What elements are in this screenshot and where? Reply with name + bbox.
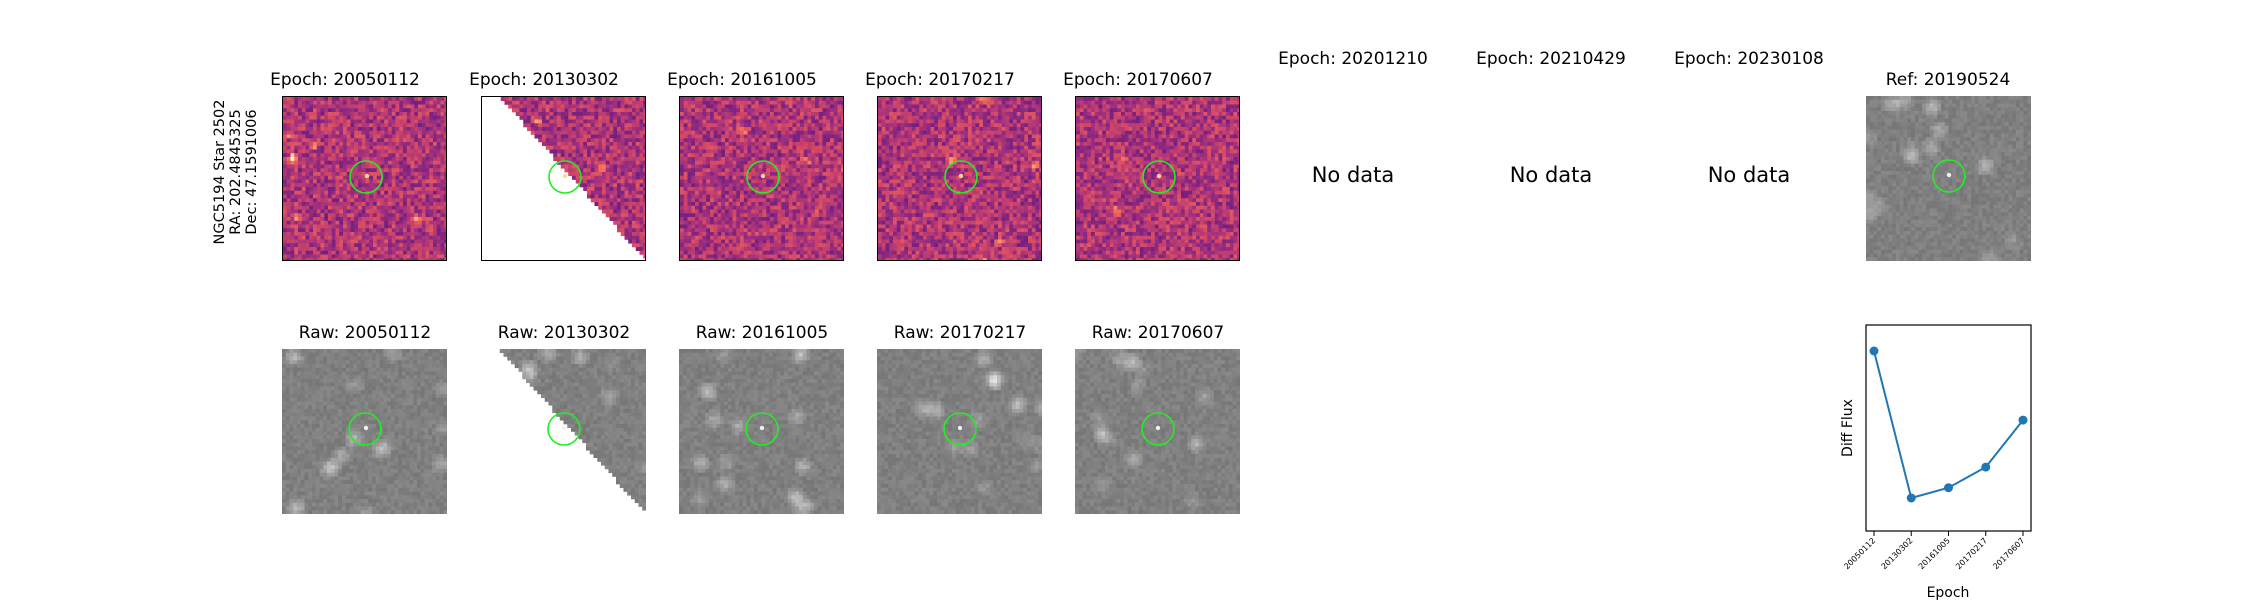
raw-image-20170607 bbox=[1075, 349, 1240, 514]
x-tick-label: 20170217 bbox=[1954, 536, 1989, 571]
raw-image-20161005 bbox=[679, 349, 844, 514]
flux-point bbox=[2019, 416, 2028, 425]
x-tick-label: 20170607 bbox=[1991, 536, 2026, 571]
star-name: NGC5194 Star 2502 bbox=[212, 100, 228, 245]
no-data-20230108: No data bbox=[1599, 163, 1899, 187]
raw-image-20130302 bbox=[481, 349, 646, 514]
diff-title-8: Epoch: 20230108 bbox=[1599, 49, 1899, 69]
star-dec: Dec: 47.1591006 bbox=[244, 100, 260, 245]
diff-image-20130302 bbox=[481, 96, 646, 261]
star-ra: RA: 202.4845325 bbox=[228, 100, 244, 245]
y-axis-label: Diff Flux bbox=[1840, 399, 1856, 457]
x-tick-label: 20161005 bbox=[1917, 536, 1952, 571]
flux-point bbox=[1944, 483, 1953, 492]
raw-image-20170217 bbox=[877, 349, 1042, 514]
raw-image-20050112 bbox=[282, 349, 447, 514]
x-tick-label: 20050112 bbox=[1842, 536, 1877, 571]
x-axis-label: Epoch bbox=[1927, 585, 1970, 601]
ref-image-20190524 bbox=[1866, 96, 2031, 261]
flux-point bbox=[1907, 494, 1916, 503]
x-tick-label: 20130302 bbox=[1880, 536, 1915, 571]
diff-image-20161005 bbox=[679, 96, 844, 261]
diff-image-20170217 bbox=[877, 96, 1042, 261]
plot-frame bbox=[1866, 325, 2031, 531]
raw-title-5: Raw: 20170607 bbox=[1008, 323, 1308, 343]
flux-point bbox=[1981, 463, 1990, 472]
flux-point bbox=[1870, 347, 1879, 356]
ref-title: Ref: 20190524 bbox=[1798, 70, 2098, 90]
diff-image-20050112 bbox=[282, 96, 447, 261]
diff-title-5: Epoch: 20170607 bbox=[988, 70, 1288, 90]
